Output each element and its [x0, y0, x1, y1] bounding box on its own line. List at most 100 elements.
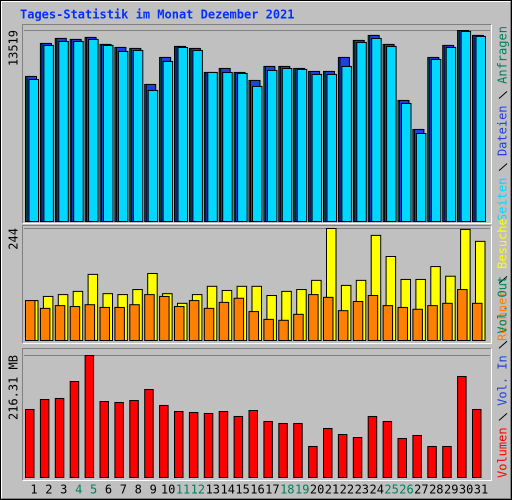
bar: [222, 71, 233, 223]
x-tick-label: 1: [30, 483, 37, 497]
x-tick-label: 15: [235, 483, 249, 497]
bar: [415, 132, 427, 222]
x-tick-label: 4: [75, 483, 82, 497]
bar: [203, 307, 215, 342]
bar: [252, 85, 263, 222]
bar: [296, 68, 308, 222]
legend-separator: [498, 91, 508, 99]
bar: [337, 310, 349, 342]
bar: [352, 437, 363, 479]
legend-separator: [498, 413, 508, 421]
bar: [293, 313, 304, 341]
bar: [84, 304, 96, 341]
legend-label: Volumen: [496, 427, 510, 478]
bar: [88, 38, 99, 222]
x-tick-label: 26: [399, 483, 413, 497]
panel-bevel: [22, 24, 492, 224]
bar: [326, 73, 337, 222]
legend-separator: [498, 163, 508, 172]
bar: [103, 44, 114, 222]
bar: [371, 37, 382, 223]
x-tick-label: 31: [474, 483, 488, 497]
bar: [177, 46, 188, 222]
x-tick-label: 6: [105, 483, 112, 497]
bar: [144, 389, 154, 478]
bar: [356, 41, 367, 222]
panel-bevel: [22, 225, 492, 344]
bar: [162, 60, 174, 222]
bar: [323, 427, 333, 479]
bar: [233, 415, 244, 478]
bar: [266, 69, 278, 222]
bar: [73, 40, 84, 223]
bar: [308, 445, 318, 478]
bar: [457, 375, 467, 478]
bar: [117, 50, 129, 223]
bar: [263, 318, 274, 342]
x-tick-label: 29: [444, 483, 458, 497]
bar: [58, 40, 69, 223]
bar: [144, 294, 155, 341]
bar: [99, 401, 109, 478]
legend-label: Seiten: [496, 178, 510, 221]
y-tick-label: 216.31 MB: [7, 355, 21, 420]
bar: [129, 400, 139, 479]
x-tick-label: 5: [90, 483, 97, 497]
bar: [382, 305, 394, 341]
x-tick-label: 12: [191, 483, 205, 497]
x-tick-label: 14: [220, 483, 234, 497]
x-tick-label: 9: [150, 483, 157, 497]
bar: [308, 294, 319, 341]
bar: [430, 58, 442, 223]
bar: [248, 409, 258, 478]
x-tick-label: 23: [355, 483, 369, 497]
bar: [39, 307, 51, 342]
bar: [352, 300, 364, 342]
bar: [54, 305, 66, 341]
panel-bevel: [22, 225, 492, 344]
bar: [427, 445, 437, 478]
bar: [263, 420, 273, 478]
bar: [472, 408, 482, 478]
bar: [203, 412, 214, 478]
bar: [69, 381, 80, 478]
x-tick-label: 28: [429, 483, 443, 497]
bar: [311, 73, 323, 222]
x-tick-label: 30: [459, 483, 473, 497]
bar: [25, 300, 36, 342]
bar: [278, 319, 289, 342]
bar: [248, 311, 259, 342]
x-tick-label: 16: [250, 483, 264, 497]
bar: [28, 78, 39, 222]
bar: [281, 67, 293, 222]
bar: [278, 423, 288, 479]
x-tick-label: 13: [206, 483, 220, 497]
bar: [472, 302, 483, 341]
bar: [25, 408, 35, 478]
x-tick-label: 21: [325, 483, 339, 497]
legend-label: Vol. Out: [496, 276, 510, 334]
x-tick-label: 17: [265, 483, 279, 497]
x-tick-label: 24: [369, 483, 383, 497]
legend-separator: [498, 276, 508, 284]
legend-label: Dateien: [496, 105, 510, 156]
x-tick-label: 20: [310, 483, 324, 497]
x-tick-label: 27: [414, 483, 428, 497]
legend-label: Anfragen: [496, 26, 510, 84]
bar: [188, 300, 200, 342]
bar: [233, 297, 245, 341]
bar: [218, 301, 230, 342]
bar: [159, 404, 169, 478]
bar: [43, 44, 54, 222]
bar: [460, 30, 472, 222]
bar: [237, 72, 248, 222]
y-tick-label: 13519: [7, 30, 21, 66]
bar: [192, 49, 203, 222]
bar: [129, 304, 140, 341]
bar: [427, 305, 438, 341]
bar: [412, 434, 422, 478]
x-tick-label: 2: [45, 483, 52, 497]
